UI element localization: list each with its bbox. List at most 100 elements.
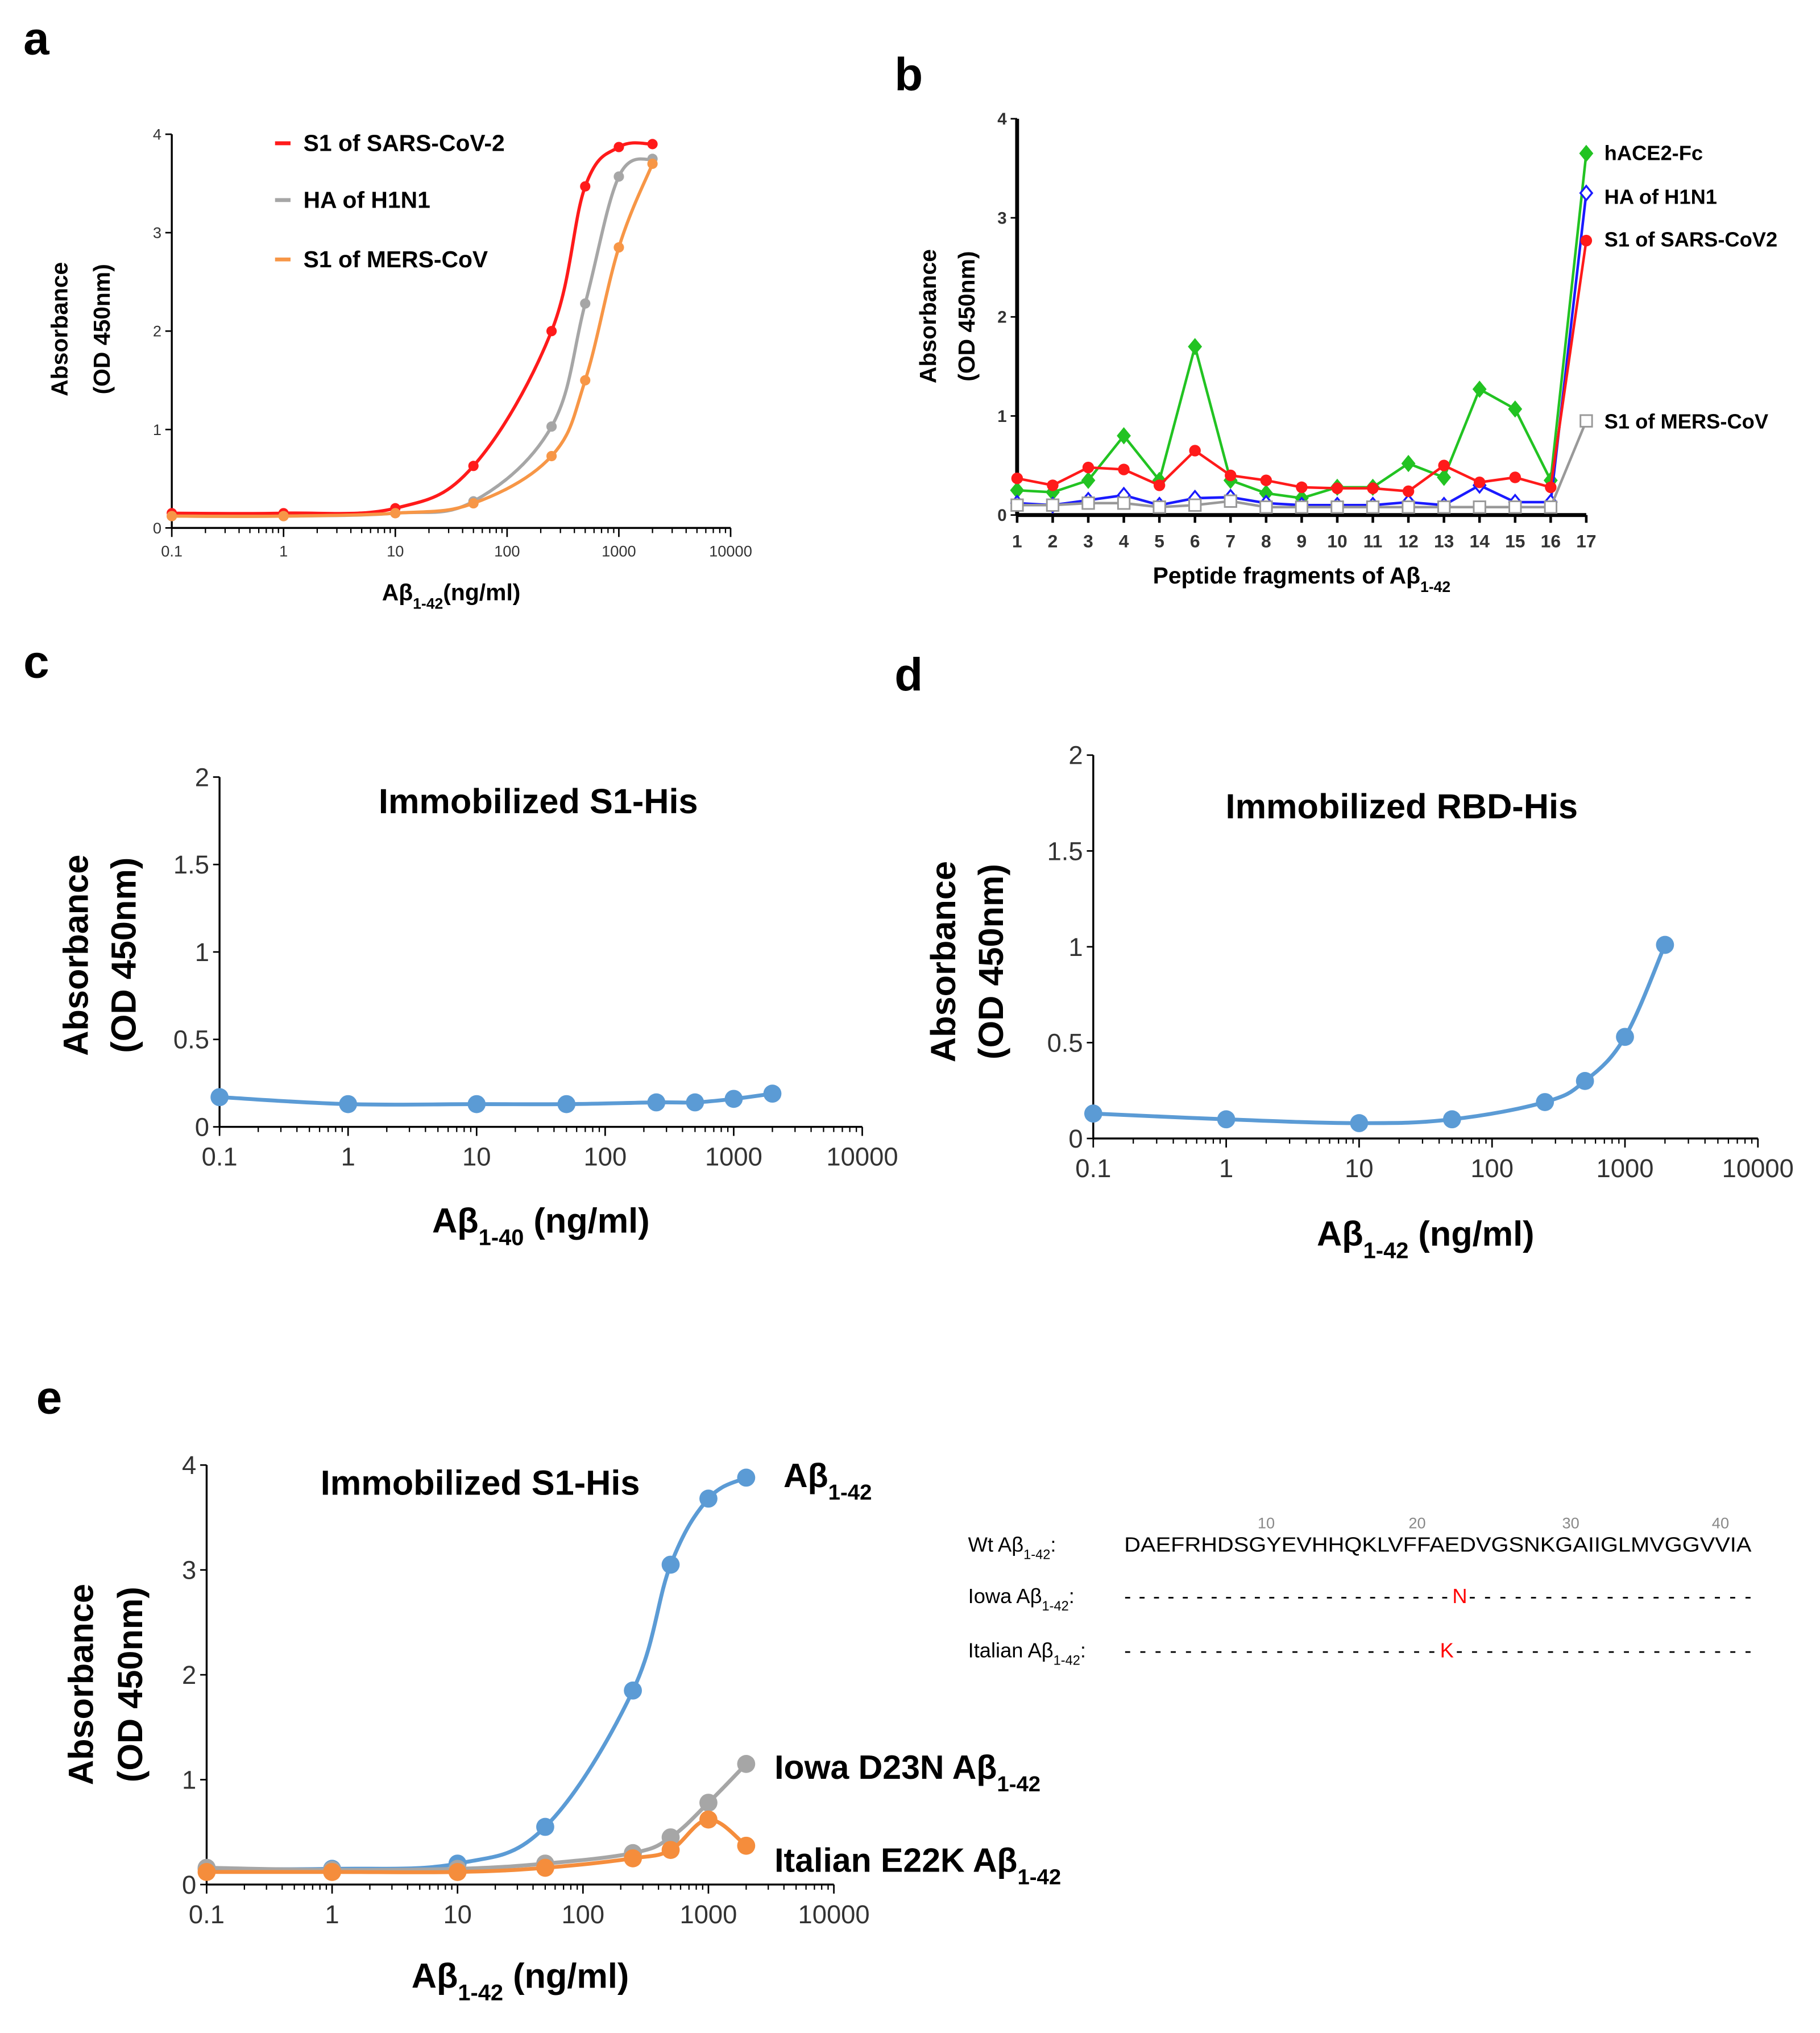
text-main: Iowa Aβ [968,1584,1042,1608]
text-suffix: (ng/ml) [524,1202,649,1240]
data-point [1081,496,1095,510]
data-point [580,181,591,192]
y-tick-label: 0.5 [173,1025,209,1054]
data-point [647,139,658,150]
data-point [536,1858,554,1877]
text-main: Aβ [412,1957,458,1995]
data-point [613,171,624,182]
data-point [1330,500,1344,514]
data-point [1508,500,1522,514]
text-suffix: : [1069,1584,1075,1608]
y-tick-label: 1 [1068,933,1083,962]
text-subscript: 1-42 [1054,1653,1080,1668]
data-point [661,1828,680,1846]
data-point [1010,498,1024,512]
data-point [737,1754,756,1773]
data-point [1438,459,1450,471]
data-point [661,1841,680,1859]
x-axis-label: Aβ1-40 (ng/ml) [432,1202,650,1251]
x-tick-label: 100 [561,1900,604,1929]
data-point [468,461,479,471]
data-point [1545,481,1557,494]
x-tick-label: 0.1 [161,542,183,560]
mutation-residue: K [1440,1638,1454,1662]
text-main: Aβ [783,1457,828,1494]
data-point [1217,1110,1236,1129]
y-tick-label: 1.5 [173,850,209,879]
panel-label-a: a [23,13,49,64]
data-point [1579,414,1593,428]
data-point [467,1095,486,1113]
y-tick-label: 0 [153,519,161,537]
x-tick-label: 1000 [705,1142,762,1171]
data-point [1579,144,1594,162]
data-point [1117,427,1131,445]
data-point [1295,500,1309,514]
text-subscript: 1-42 [458,1981,503,2006]
data-point [1152,500,1166,514]
text-main: Aβ [1317,1214,1363,1253]
data-point [624,1849,642,1868]
series-3: S1 of MERS-CoV [1010,410,1768,514]
legend-label: S1 of MERS-CoV [1605,410,1768,433]
data-point [613,142,624,152]
data-point [1188,498,1202,512]
data-point [1509,471,1521,483]
data-point [1472,380,1487,398]
y-axis-label: (OD 450nm) [89,264,115,394]
y-tick-label: 1 [195,938,209,967]
data-point [390,508,401,519]
y-tick-label: 0 [195,1112,209,1141]
text-main: Iowa D23N Aβ [774,1749,997,1786]
data-point [699,1794,718,1812]
data-point [546,421,557,432]
series-label: Iowa D23N Aβ1-42 [774,1749,1040,1796]
position-label: 20 [1408,1514,1425,1531]
y-axis-label: (OD 450nm) [953,251,980,381]
data-point [1046,498,1060,512]
text-subscript: 1-42 [1023,1547,1050,1562]
data-point [1579,184,1594,202]
data-point [1189,445,1201,457]
sequence-row-label: Italian Aβ1-42: [968,1638,1086,1668]
text-main: Wt Aβ [968,1533,1024,1556]
data-point [580,298,591,309]
x-tick-label: 1 [341,1142,355,1171]
data-point [1442,1110,1461,1129]
data-point [624,1681,642,1700]
x-tick-label: 100 [494,542,520,560]
sequence-dashes-after: ------------------- [1469,1584,1751,1608]
data-point [197,1862,216,1881]
data-point [323,1862,341,1881]
y-tick-label: 2 [997,308,1006,327]
sequence-row: Wt Aβ1-42: DAEFRHDSGYEVHHQKLVFFAEDVGSNKGA… [968,1533,1752,1562]
chart-title: Immobilized S1-His [379,782,698,821]
x-tick-label: 0.1 [202,1142,238,1171]
x-tick-label: 100 [584,1142,627,1171]
data-point [1084,1104,1102,1123]
data-point [1536,1093,1554,1111]
y-tick-label: 3 [997,209,1006,227]
x-tick-label: 2 [1048,531,1058,551]
x-tick-label: 10000 [1722,1154,1794,1183]
data-point [1656,935,1674,954]
x-tick-label: 13 [1434,531,1454,551]
panel-label-d: d [894,649,923,701]
series-0 [1084,935,1674,1132]
text-main: Aβ [432,1202,479,1240]
y-tick-label: 2 [153,322,161,340]
text-main: Italian Aβ [968,1638,1054,1662]
x-tick-label: 17 [1576,531,1596,551]
series-line [206,1476,748,1871]
x-axis-label: Aβ1-42(ng/ml) [382,579,521,612]
data-point [167,511,177,521]
position-label: 40 [1712,1514,1729,1531]
x-tick-label: 6 [1190,531,1200,551]
y-tick-label: 4 [153,126,161,143]
x-axis-label: Aβ1-42 (ng/ml) [412,1957,629,2006]
